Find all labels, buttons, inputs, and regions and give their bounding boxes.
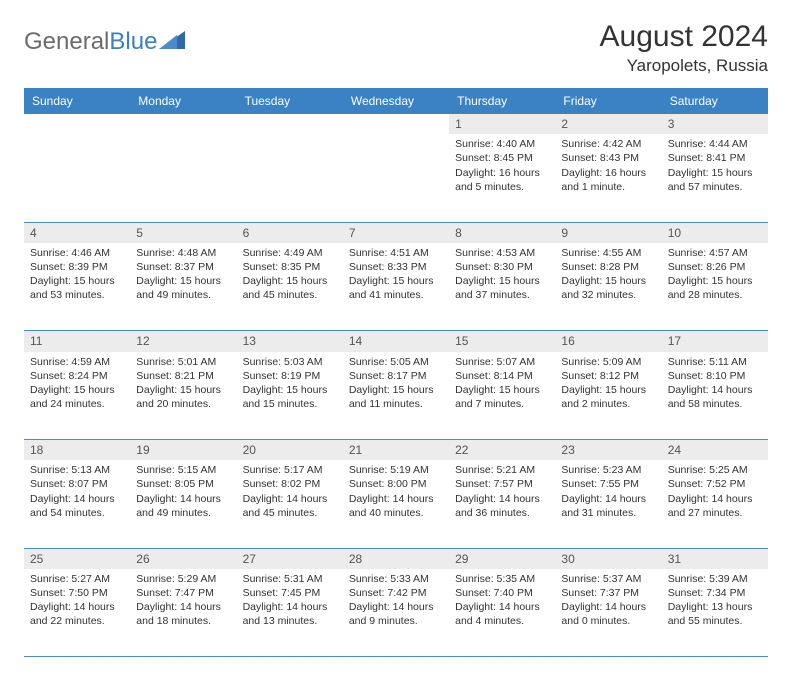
day-cell: Sunrise: 5:13 AMSunset: 8:07 PMDaylight:… bbox=[24, 460, 130, 548]
day-cell: Sunrise: 5:21 AMSunset: 7:57 PMDaylight:… bbox=[449, 460, 555, 548]
day-number: 16 bbox=[555, 331, 661, 352]
day-number: 19 bbox=[130, 440, 236, 461]
day-number: 27 bbox=[237, 548, 343, 569]
day-number bbox=[130, 114, 236, 134]
day-cell: Sunrise: 4:59 AMSunset: 8:24 PMDaylight:… bbox=[24, 352, 130, 440]
day-content-row: Sunrise: 4:59 AMSunset: 8:24 PMDaylight:… bbox=[24, 352, 768, 440]
day-cell: Sunrise: 5:17 AMSunset: 8:02 PMDaylight:… bbox=[237, 460, 343, 548]
day-cell: Sunrise: 5:25 AMSunset: 7:52 PMDaylight:… bbox=[662, 460, 768, 548]
day-cell: Sunrise: 5:35 AMSunset: 7:40 PMDaylight:… bbox=[449, 569, 555, 657]
day-number bbox=[24, 114, 130, 134]
page-title: August 2024 bbox=[600, 20, 768, 54]
day-cell: Sunrise: 4:44 AMSunset: 8:41 PMDaylight:… bbox=[662, 134, 768, 222]
weekday-header: Sunday bbox=[24, 88, 130, 114]
day-number: 12 bbox=[130, 331, 236, 352]
day-number: 17 bbox=[662, 331, 768, 352]
day-number: 9 bbox=[555, 222, 661, 243]
day-cell: Sunrise: 4:46 AMSunset: 8:39 PMDaylight:… bbox=[24, 243, 130, 331]
day-cell: Sunrise: 4:57 AMSunset: 8:26 PMDaylight:… bbox=[662, 243, 768, 331]
day-number: 28 bbox=[343, 548, 449, 569]
page-subtitle: Yaropolets, Russia bbox=[600, 56, 768, 76]
day-cell: Sunrise: 5:27 AMSunset: 7:50 PMDaylight:… bbox=[24, 569, 130, 657]
day-number-row: 45678910 bbox=[24, 222, 768, 243]
day-number: 7 bbox=[343, 222, 449, 243]
day-cell: Sunrise: 4:51 AMSunset: 8:33 PMDaylight:… bbox=[343, 243, 449, 331]
calendar-table: Sunday Monday Tuesday Wednesday Thursday… bbox=[24, 88, 768, 657]
day-number: 5 bbox=[130, 222, 236, 243]
day-cell: Sunrise: 4:40 AMSunset: 8:45 PMDaylight:… bbox=[449, 134, 555, 222]
weekday-header: Wednesday bbox=[343, 88, 449, 114]
weekday-header: Friday bbox=[555, 88, 661, 114]
weekday-header: Saturday bbox=[662, 88, 768, 114]
day-number: 23 bbox=[555, 440, 661, 461]
day-number: 13 bbox=[237, 331, 343, 352]
day-number-row: 25262728293031 bbox=[24, 548, 768, 569]
day-cell: Sunrise: 5:19 AMSunset: 8:00 PMDaylight:… bbox=[343, 460, 449, 548]
day-number: 15 bbox=[449, 331, 555, 352]
day-cell: Sunrise: 5:39 AMSunset: 7:34 PMDaylight:… bbox=[662, 569, 768, 657]
weekday-header: Tuesday bbox=[237, 88, 343, 114]
day-cell: Sunrise: 4:55 AMSunset: 8:28 PMDaylight:… bbox=[555, 243, 661, 331]
day-cell: Sunrise: 4:42 AMSunset: 8:43 PMDaylight:… bbox=[555, 134, 661, 222]
logo-text-2: Blue bbox=[109, 28, 157, 56]
day-number: 14 bbox=[343, 331, 449, 352]
day-content-row: Sunrise: 5:27 AMSunset: 7:50 PMDaylight:… bbox=[24, 569, 768, 657]
weekday-header: Monday bbox=[130, 88, 236, 114]
day-number: 1 bbox=[449, 114, 555, 134]
day-content-row: Sunrise: 4:46 AMSunset: 8:39 PMDaylight:… bbox=[24, 243, 768, 331]
logo-text-1: General bbox=[24, 28, 109, 56]
day-cell: Sunrise: 5:07 AMSunset: 8:14 PMDaylight:… bbox=[449, 352, 555, 440]
weekday-header: Thursday bbox=[449, 88, 555, 114]
day-number: 31 bbox=[662, 548, 768, 569]
day-number: 25 bbox=[24, 548, 130, 569]
day-cell: Sunrise: 5:31 AMSunset: 7:45 PMDaylight:… bbox=[237, 569, 343, 657]
day-cell: Sunrise: 5:09 AMSunset: 8:12 PMDaylight:… bbox=[555, 352, 661, 440]
day-number-row: 18192021222324 bbox=[24, 440, 768, 461]
day-cell bbox=[237, 134, 343, 222]
day-number: 18 bbox=[24, 440, 130, 461]
day-number: 24 bbox=[662, 440, 768, 461]
day-number: 8 bbox=[449, 222, 555, 243]
logo-triangle-icon bbox=[159, 28, 185, 56]
day-cell: Sunrise: 5:15 AMSunset: 8:05 PMDaylight:… bbox=[130, 460, 236, 548]
day-number-row: 11121314151617 bbox=[24, 331, 768, 352]
day-number: 10 bbox=[662, 222, 768, 243]
day-cell: Sunrise: 4:49 AMSunset: 8:35 PMDaylight:… bbox=[237, 243, 343, 331]
day-cell: Sunrise: 5:03 AMSunset: 8:19 PMDaylight:… bbox=[237, 352, 343, 440]
day-number bbox=[343, 114, 449, 134]
header: GeneralBlue August 2024 Yaropolets, Russ… bbox=[24, 20, 768, 76]
day-number: 20 bbox=[237, 440, 343, 461]
calendar-page: GeneralBlue August 2024 Yaropolets, Russ… bbox=[0, 0, 792, 677]
day-cell: Sunrise: 5:11 AMSunset: 8:10 PMDaylight:… bbox=[662, 352, 768, 440]
day-number: 22 bbox=[449, 440, 555, 461]
day-cell: Sunrise: 4:53 AMSunset: 8:30 PMDaylight:… bbox=[449, 243, 555, 331]
day-cell: Sunrise: 5:29 AMSunset: 7:47 PMDaylight:… bbox=[130, 569, 236, 657]
title-block: August 2024 Yaropolets, Russia bbox=[600, 20, 768, 76]
day-cell: Sunrise: 5:23 AMSunset: 7:55 PMDaylight:… bbox=[555, 460, 661, 548]
day-cell bbox=[24, 134, 130, 222]
day-content-row: Sunrise: 5:13 AMSunset: 8:07 PMDaylight:… bbox=[24, 460, 768, 548]
day-number: 29 bbox=[449, 548, 555, 569]
day-number: 30 bbox=[555, 548, 661, 569]
calendar-body: 123Sunrise: 4:40 AMSunset: 8:45 PMDaylig… bbox=[24, 114, 768, 657]
day-cell: Sunrise: 5:37 AMSunset: 7:37 PMDaylight:… bbox=[555, 569, 661, 657]
day-number: 2 bbox=[555, 114, 661, 134]
day-number: 6 bbox=[237, 222, 343, 243]
day-cell: Sunrise: 5:33 AMSunset: 7:42 PMDaylight:… bbox=[343, 569, 449, 657]
day-content-row: Sunrise: 4:40 AMSunset: 8:45 PMDaylight:… bbox=[24, 134, 768, 222]
logo: GeneralBlue bbox=[24, 28, 185, 56]
weekday-header-row: Sunday Monday Tuesday Wednesday Thursday… bbox=[24, 88, 768, 114]
day-cell bbox=[130, 134, 236, 222]
day-number-row: 123 bbox=[24, 114, 768, 134]
day-number bbox=[237, 114, 343, 134]
day-cell: Sunrise: 5:05 AMSunset: 8:17 PMDaylight:… bbox=[343, 352, 449, 440]
day-number: 3 bbox=[662, 114, 768, 134]
day-cell: Sunrise: 5:01 AMSunset: 8:21 PMDaylight:… bbox=[130, 352, 236, 440]
day-number: 26 bbox=[130, 548, 236, 569]
day-cell: Sunrise: 4:48 AMSunset: 8:37 PMDaylight:… bbox=[130, 243, 236, 331]
day-cell bbox=[343, 134, 449, 222]
day-number: 4 bbox=[24, 222, 130, 243]
day-number: 21 bbox=[343, 440, 449, 461]
day-number: 11 bbox=[24, 331, 130, 352]
